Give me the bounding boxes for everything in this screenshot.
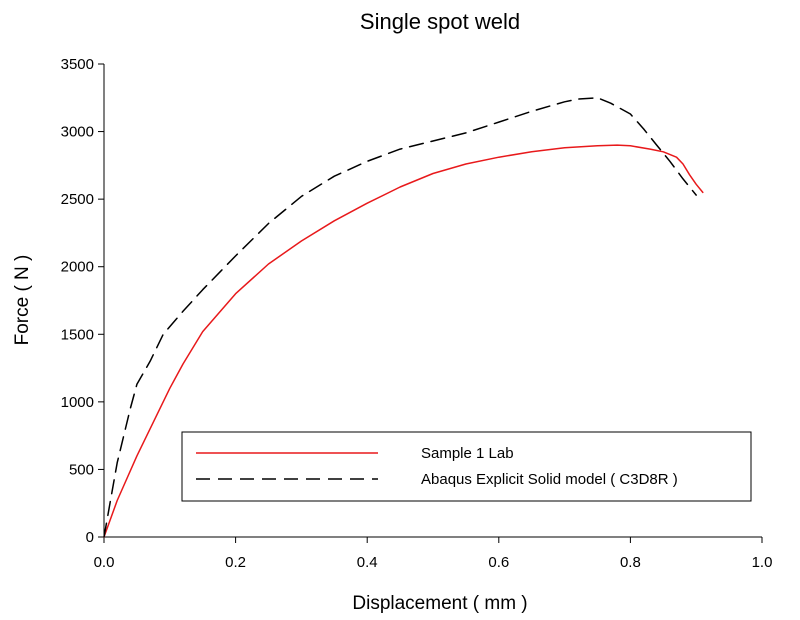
y-ticks: 0 500 1000 1500 2000 2500 3000 3500 bbox=[61, 56, 104, 546]
y-tick-label: 2500 bbox=[61, 191, 94, 208]
legend-label-sample-1-lab: Sample 1 Lab bbox=[421, 445, 514, 462]
legend-box bbox=[181, 431, 752, 502]
y-tick-label: 500 bbox=[69, 461, 94, 478]
series-line-abaqus bbox=[103, 97, 697, 538]
y-tick-label: 1500 bbox=[61, 326, 94, 343]
y-tick-label: 3500 bbox=[61, 56, 94, 73]
series-group bbox=[103, 97, 704, 538]
x-tick-label: 0.6 bbox=[488, 554, 509, 571]
chart-title: Single spot weld bbox=[360, 9, 520, 34]
x-axis-label: Displacement ( mm ) bbox=[352, 593, 527, 614]
y-tick-label: 1000 bbox=[61, 394, 94, 411]
x-tick-label: 0.0 bbox=[94, 554, 115, 571]
x-tick-label: 0.8 bbox=[620, 554, 641, 571]
y-axis-label: Force ( N ) bbox=[12, 255, 33, 346]
x-tick-label: 1.0 bbox=[752, 554, 773, 571]
x-ticks: 0.0 0.2 0.4 0.6 0.8 1.0 bbox=[94, 537, 773, 571]
x-tick-label: 0.2 bbox=[225, 554, 246, 571]
y-tick-label: 2000 bbox=[61, 259, 94, 276]
plot-axes bbox=[103, 64, 762, 538]
series-line-sample-1-lab bbox=[103, 144, 704, 538]
legend: Sample 1 Lab Abaqus Explicit Solid model… bbox=[181, 431, 752, 502]
x-tick-label: 0.4 bbox=[357, 554, 378, 571]
y-tick-label: 0 bbox=[86, 529, 94, 546]
legend-label-abaqus: Abaqus Explicit Solid model ( C3D8R ) bbox=[421, 471, 678, 488]
y-tick-label: 3000 bbox=[61, 124, 94, 141]
